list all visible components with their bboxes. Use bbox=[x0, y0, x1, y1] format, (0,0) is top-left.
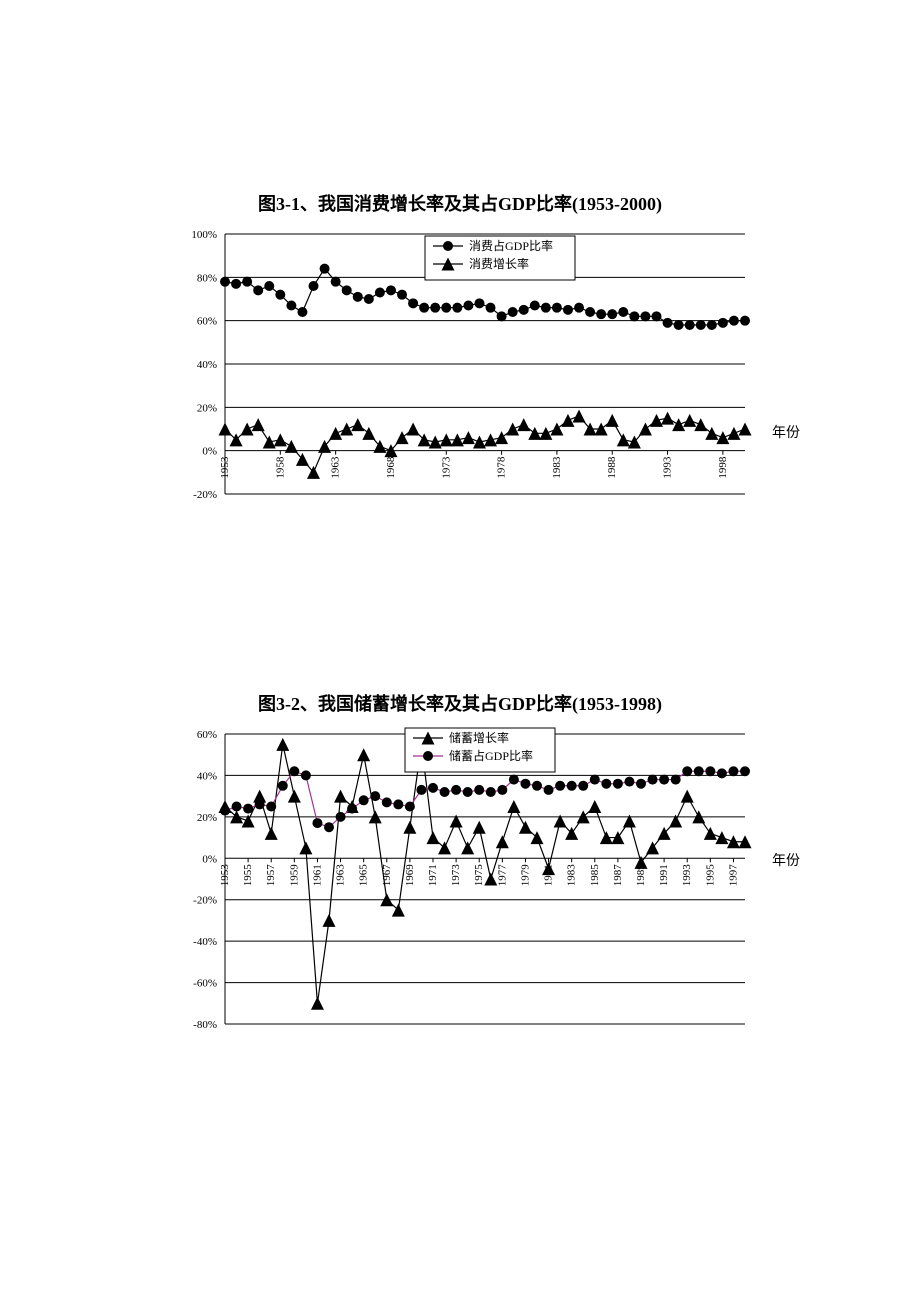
svg-text:储蓄增长率: 储蓄增长率 bbox=[449, 730, 509, 745]
svg-text:1983: 1983 bbox=[566, 864, 578, 887]
svg-text:1995: 1995 bbox=[704, 864, 716, 887]
chart-3-2-xlabel: 年份 bbox=[772, 850, 800, 870]
chart-3-2-title: 图3-2、我国储蓄增长率及其占GDP比率(1953-1998) bbox=[170, 690, 750, 716]
svg-text:1955: 1955 bbox=[242, 864, 254, 887]
svg-text:-40%: -40% bbox=[193, 936, 217, 948]
svg-text:1978: 1978 bbox=[496, 456, 508, 479]
svg-text:1973: 1973 bbox=[450, 864, 462, 887]
chart-3-2: 图3-2、我国储蓄增长率及其占GDP比率(1953-1998) -80% -60%… bbox=[170, 690, 750, 1079]
svg-text:消费占GDP比率: 消费占GDP比率 bbox=[469, 238, 553, 253]
chart-3-2-svg: -80% -60% -40% -20% 0% 20% 40% 60% 1953 1955 1957 1… bbox=[170, 724, 755, 1079]
chart-3-1-title: 图3-1、我国消费增长率及其占GDP比率(1953-2000) bbox=[170, 190, 750, 216]
svg-text:1957: 1957 bbox=[265, 864, 277, 887]
svg-text:1993: 1993 bbox=[662, 456, 674, 479]
svg-text:1991: 1991 bbox=[658, 864, 670, 886]
svg-text:1953: 1953 bbox=[219, 456, 231, 479]
svg-text:1975: 1975 bbox=[473, 864, 485, 887]
svg-text:-20%: -20% bbox=[193, 489, 217, 501]
svg-text:1971: 1971 bbox=[427, 864, 439, 886]
svg-text:-80%: -80% bbox=[193, 1019, 217, 1031]
svg-text:20%: 20% bbox=[197, 402, 217, 414]
svg-text:-60%: -60% bbox=[193, 978, 217, 990]
chart-3-1-xlabel: 年份 bbox=[772, 422, 800, 442]
svg-text:1998: 1998 bbox=[717, 456, 729, 479]
svg-text:0%: 0% bbox=[202, 446, 217, 458]
svg-text:消费增长率: 消费增长率 bbox=[469, 256, 529, 271]
svg-text:-20%: -20% bbox=[193, 895, 217, 907]
svg-text:1977: 1977 bbox=[496, 864, 508, 887]
svg-text:1979: 1979 bbox=[519, 864, 531, 887]
svg-text:1983: 1983 bbox=[551, 456, 563, 479]
svg-text:1973: 1973 bbox=[440, 456, 452, 479]
svg-text:1953: 1953 bbox=[219, 864, 231, 887]
svg-text:60%: 60% bbox=[197, 316, 217, 328]
svg-text:20%: 20% bbox=[197, 812, 217, 824]
svg-text:1963: 1963 bbox=[335, 864, 347, 887]
chart-3-1-svg: -20% 0% 20% 40% 60% 80% 100% 1953 1958 1963 1968 19… bbox=[170, 224, 755, 549]
svg-text:1965: 1965 bbox=[358, 864, 370, 887]
svg-text:储蓄占GDP比率: 储蓄占GDP比率 bbox=[449, 748, 533, 763]
svg-text:60%: 60% bbox=[197, 729, 217, 741]
svg-text:1969: 1969 bbox=[404, 864, 416, 887]
svg-text:1958: 1958 bbox=[274, 456, 286, 479]
svg-text:80%: 80% bbox=[197, 272, 217, 284]
svg-text:1968: 1968 bbox=[385, 456, 397, 479]
svg-text:1963: 1963 bbox=[330, 456, 342, 479]
svg-text:1987: 1987 bbox=[612, 864, 624, 887]
chart-3-1: 图3-1、我国消费增长率及其占GDP比率(1953-2000) -20% 0% 20… bbox=[170, 190, 750, 549]
svg-text:40%: 40% bbox=[197, 770, 217, 782]
svg-text:0%: 0% bbox=[202, 853, 217, 865]
svg-text:1959: 1959 bbox=[288, 864, 300, 887]
page: 图3-1、我国消费增长率及其占GDP比率(1953-2000) -20% 0% 20… bbox=[0, 0, 920, 1302]
svg-text:1961: 1961 bbox=[311, 864, 323, 886]
svg-text:1997: 1997 bbox=[727, 864, 739, 887]
svg-text:1988: 1988 bbox=[606, 456, 618, 479]
svg-text:1993: 1993 bbox=[681, 864, 693, 887]
svg-text:1985: 1985 bbox=[589, 864, 601, 887]
svg-text:40%: 40% bbox=[197, 359, 217, 371]
svg-text:100%: 100% bbox=[191, 229, 217, 241]
